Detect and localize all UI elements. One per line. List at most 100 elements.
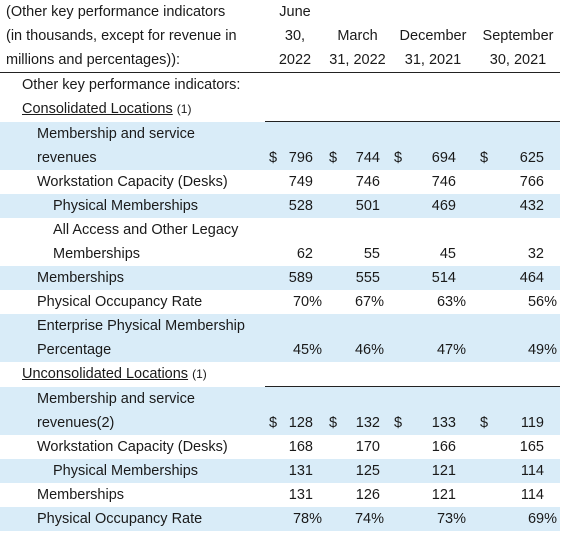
- table-row: Memberships 589 555 514 464: [0, 266, 560, 290]
- cell-value: 469: [431, 198, 456, 214]
- cell-value: 133: [431, 415, 456, 431]
- consolidated-title: Consolidated Locations: [22, 101, 173, 118]
- cell-value: 528: [288, 198, 313, 214]
- table-row: Physical Memberships 131 125 121 114: [0, 459, 560, 483]
- cell-value: 125: [355, 463, 380, 479]
- table-row: Enterprise Physical Membership: [0, 314, 560, 338]
- header-row-1: (Other key performance indicators June: [0, 0, 560, 24]
- consolidated-note: (1): [176, 102, 192, 117]
- cell-value: 555: [355, 270, 380, 286]
- header-row-3: millions and percentages)): 2022 31, 202…: [0, 48, 560, 73]
- cell-value: 121: [431, 463, 456, 479]
- table-row: All Access and Other Legacy: [0, 218, 560, 242]
- cell-value: 45%: [292, 342, 322, 358]
- row-label: Physical Memberships: [0, 459, 265, 483]
- cell-value: 73%: [436, 511, 466, 527]
- row-label: Memberships: [53, 246, 141, 262]
- currency-symbol: $: [329, 415, 338, 431]
- header-col-4-line-3: 30, 2021: [476, 48, 560, 73]
- unconsolidated-heading: Unconsolidated Locations (1): [0, 362, 265, 387]
- cell-value: 694: [431, 150, 456, 166]
- table-row: revenues $796 $744 $694 $625: [0, 146, 560, 170]
- row-label: revenues: [0, 146, 265, 170]
- cell-value: 165: [519, 439, 544, 455]
- table-row: Memberships 62 55 45 32: [0, 242, 560, 266]
- cell-value: 119: [520, 415, 544, 431]
- header-col-4-line-1: [476, 0, 560, 24]
- cell-value: 69%: [527, 511, 557, 527]
- row-label: Physical Memberships: [0, 194, 265, 218]
- table-row: Memberships 131 126 121 114: [0, 483, 560, 507]
- currency-symbol: $: [394, 415, 403, 431]
- header-col-1-line-2: 30,: [284, 28, 306, 44]
- cell-value: 514: [431, 270, 456, 286]
- header-col-3-line-2: December: [399, 28, 467, 44]
- cell-value: 766: [519, 174, 544, 190]
- cell-value: 170: [355, 439, 380, 455]
- section-title-row: Other key performance indicators:: [0, 73, 560, 98]
- section-title: Other key performance indicators:: [22, 77, 241, 93]
- table-row: Physical Occupancy Rate 70% 67% 63% 56%: [0, 290, 560, 314]
- cell-value: 168: [288, 439, 313, 455]
- cell-value: 432: [519, 198, 544, 214]
- cell-value: 744: [355, 150, 380, 166]
- row-label: Workstation Capacity (Desks): [37, 439, 228, 455]
- header-label-line-1: (Other key performance indicators: [6, 4, 226, 20]
- consolidated-heading: Consolidated Locations (1): [0, 97, 265, 122]
- cell-value: 114: [520, 487, 544, 503]
- cell-value: 70%: [292, 294, 322, 310]
- table-row: Workstation Capacity (Desks) 749 746 746…: [0, 170, 560, 194]
- header-col-2-line-1: [325, 0, 390, 24]
- table-row: Membership and service: [0, 121, 560, 146]
- cell-value: 62: [296, 246, 313, 262]
- currency-symbol: $: [329, 150, 338, 166]
- header-col-2-line-2: March: [337, 28, 378, 44]
- header-col-1-line-1: June: [279, 4, 311, 20]
- cell-value: 114: [520, 463, 544, 479]
- table-row: Physical Memberships 528 501 469 432: [0, 194, 560, 218]
- table-row: revenues(2) $128 $132 $133 $119: [0, 411, 560, 435]
- cell-value: 47%: [436, 342, 466, 358]
- header-row-2: (in thousands, except for revenue in 30,…: [0, 24, 560, 48]
- currency-symbol: $: [269, 415, 278, 431]
- cell-value: 126: [355, 487, 380, 503]
- row-label: Membership and service: [0, 121, 265, 146]
- cell-value: 46%: [354, 342, 384, 358]
- cell-value: 746: [355, 174, 380, 190]
- cell-value: 796: [288, 150, 313, 166]
- cell-value: 45: [439, 246, 456, 262]
- cell-value: 166: [431, 439, 456, 455]
- row-label: Physical Occupancy Rate: [0, 507, 265, 531]
- cell-value: 589: [288, 270, 313, 286]
- table-row: Physical Occupancy Rate 78% 74% 73% 69%: [0, 507, 560, 531]
- table-row: Membership and service: [0, 386, 560, 411]
- row-label: Membership and service: [0, 386, 265, 411]
- header-label-line-3: millions and percentages)):: [0, 48, 265, 73]
- header-col-3-line-1: [390, 0, 476, 24]
- currency-symbol: $: [480, 150, 489, 166]
- cell-value: 131: [288, 463, 313, 479]
- cell-value: 131: [288, 487, 313, 503]
- row-label: Memberships: [0, 266, 265, 290]
- currency-symbol: $: [480, 415, 489, 431]
- cell-value: 63%: [436, 294, 466, 310]
- cell-value: 56%: [527, 294, 557, 310]
- table-row: Percentage 45% 46% 47% 49%: [0, 338, 560, 362]
- header-col-1-line-3: 2022: [265, 48, 325, 73]
- cell-value: 121: [431, 487, 456, 503]
- header-col-3-line-3: 31, 2021: [390, 48, 476, 73]
- unconsolidated-heading-row: Unconsolidated Locations (1): [0, 362, 560, 387]
- cell-value: 49%: [527, 342, 557, 358]
- row-label: Workstation Capacity (Desks): [37, 174, 228, 190]
- row-label: Memberships: [37, 487, 125, 503]
- row-label: All Access and Other Legacy: [53, 222, 239, 238]
- header-label-line-2: (in thousands, except for revenue in: [6, 28, 237, 44]
- cell-value: 74%: [354, 511, 384, 527]
- table-row: Workstation Capacity (Desks) 168 170 166…: [0, 435, 560, 459]
- cell-value: 78%: [292, 511, 322, 527]
- row-label: Percentage: [0, 338, 265, 362]
- cell-value: 749: [288, 174, 313, 190]
- cell-value: 746: [431, 174, 456, 190]
- row-label: revenues(2): [0, 411, 265, 435]
